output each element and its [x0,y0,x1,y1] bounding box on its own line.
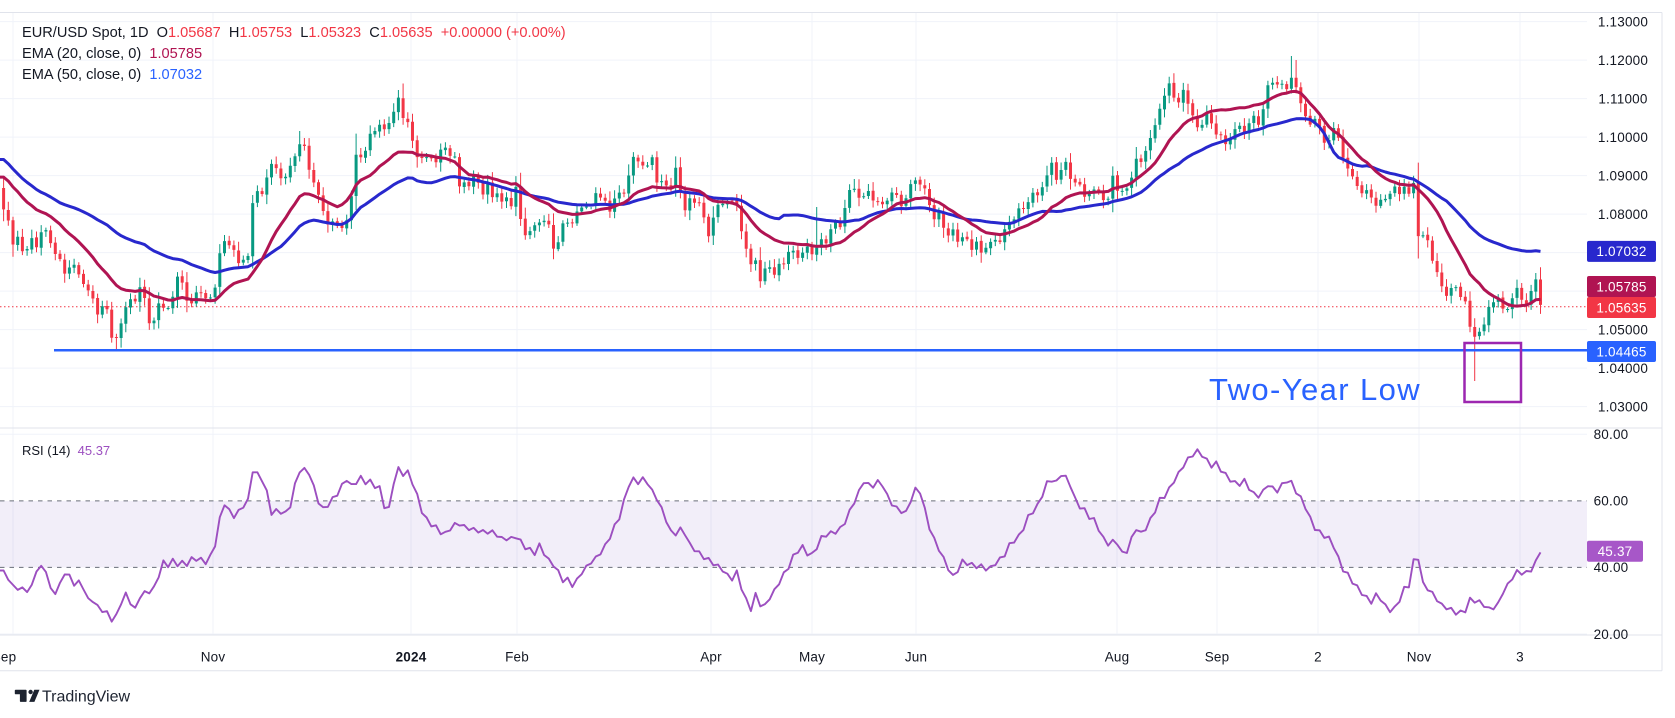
svg-text:80.00: 80.00 [1594,427,1629,442]
svg-text:40.00: 40.00 [1594,560,1629,575]
svg-text:2: 2 [1314,650,1322,665]
svg-text:45.37: 45.37 [1598,544,1633,559]
svg-text:1.12000: 1.12000 [1598,53,1648,68]
svg-text:20.00: 20.00 [1594,627,1629,642]
svg-text:1.08000: 1.08000 [1598,207,1648,222]
svg-text:1.13000: 1.13000 [1598,14,1648,29]
svg-text:Feb: Feb [505,650,529,665]
svg-text:1.10000: 1.10000 [1598,130,1648,145]
svg-text:TradingView: TradingView [42,689,130,706]
svg-text:2024: 2024 [396,650,427,665]
svg-text:1.11000: 1.11000 [1598,91,1647,106]
svg-text:1.09000: 1.09000 [1598,168,1648,183]
svg-text:1.03000: 1.03000 [1598,399,1648,414]
svg-text:RSI (14) 45.37: RSI (14) 45.37 [22,443,110,458]
svg-text:1.05000: 1.05000 [1598,322,1648,337]
svg-text:1.04465: 1.04465 [1596,344,1646,359]
svg-text:May: May [799,650,825,665]
svg-text:Nov: Nov [1407,650,1432,665]
svg-text:1.07032: 1.07032 [1596,244,1646,259]
svg-text:Sep: Sep [1205,650,1230,665]
svg-text:Jun: Jun [905,650,927,665]
svg-text:Apr: Apr [700,650,722,665]
svg-text:3: 3 [1516,650,1524,665]
svg-text:Two-Year Low: Two-Year Low [1209,372,1421,407]
svg-text:1.05785: 1.05785 [1596,279,1646,294]
svg-text:1.04000: 1.04000 [1598,361,1648,376]
svg-text:EMA (20, close, 0) 1.05785: EMA (20, close, 0) 1.05785 [22,46,202,62]
svg-text:EUR/USD Spot, 1D O1.05687 H1: EUR/USD Spot, 1D O1.05687 H1.05753 L1.05… [22,25,566,41]
svg-text:Aug: Aug [1105,650,1130,665]
svg-text:60.00: 60.00 [1594,494,1629,509]
svg-text:EMA (50, close, 0) 1.07032: EMA (50, close, 0) 1.07032 [22,67,202,83]
svg-text:Nov: Nov [201,650,226,665]
svg-text:1.05635: 1.05635 [1596,300,1646,315]
svg-text:Sep: Sep [0,650,16,665]
